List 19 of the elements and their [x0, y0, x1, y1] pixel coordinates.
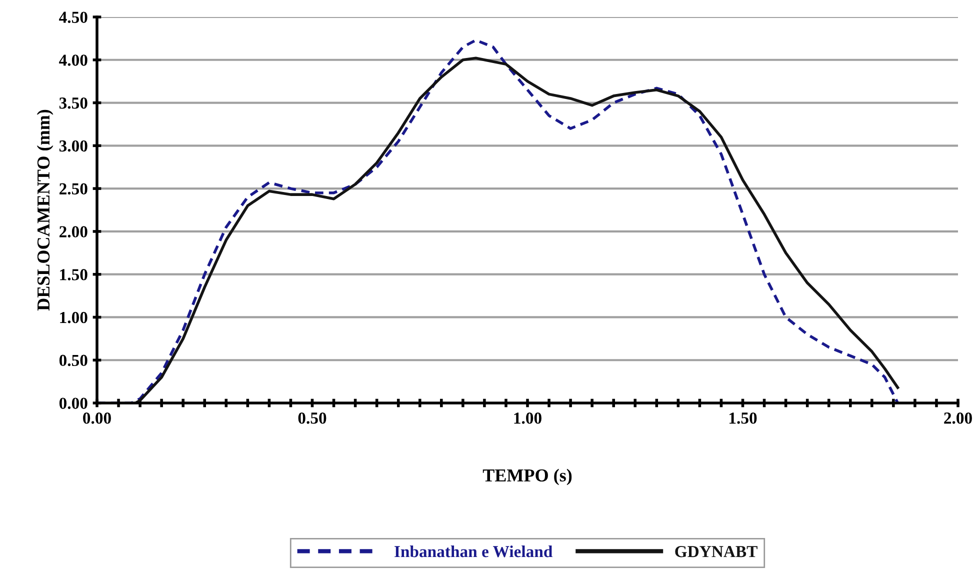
y-tick-label: 3.50 [59, 97, 88, 109]
x-tick-label: 1.00 [514, 412, 542, 424]
x-axis-title: TEMPO (s) [482, 468, 572, 486]
y-axis-title: DESLOCAMENTO (mm) [36, 110, 54, 311]
y-tick-label: 4.50 [59, 12, 88, 24]
x-tick-label: 1.50 [730, 412, 757, 424]
x-tick-label: 0.50 [298, 412, 326, 424]
y-tick-label: 2.50 [60, 183, 88, 195]
text: GDYNABT [675, 546, 758, 558]
x-tick-label: 0.00 [83, 412, 111, 424]
y-tick-label: 0.00 [59, 398, 88, 410]
y-tick-label: 4.00 [59, 54, 88, 66]
y-tick-label: 2.00 [60, 226, 88, 238]
y-tick-label: 1.50 [60, 269, 88, 280]
text: Inbanathan e Wieland [394, 545, 553, 558]
y-tick-label: 0.50 [59, 354, 88, 366]
y-tick-label: 1.00 [60, 312, 88, 324]
y-tick-label: 3.00 [59, 140, 88, 152]
x-tick-label: 2.00 [944, 412, 972, 424]
